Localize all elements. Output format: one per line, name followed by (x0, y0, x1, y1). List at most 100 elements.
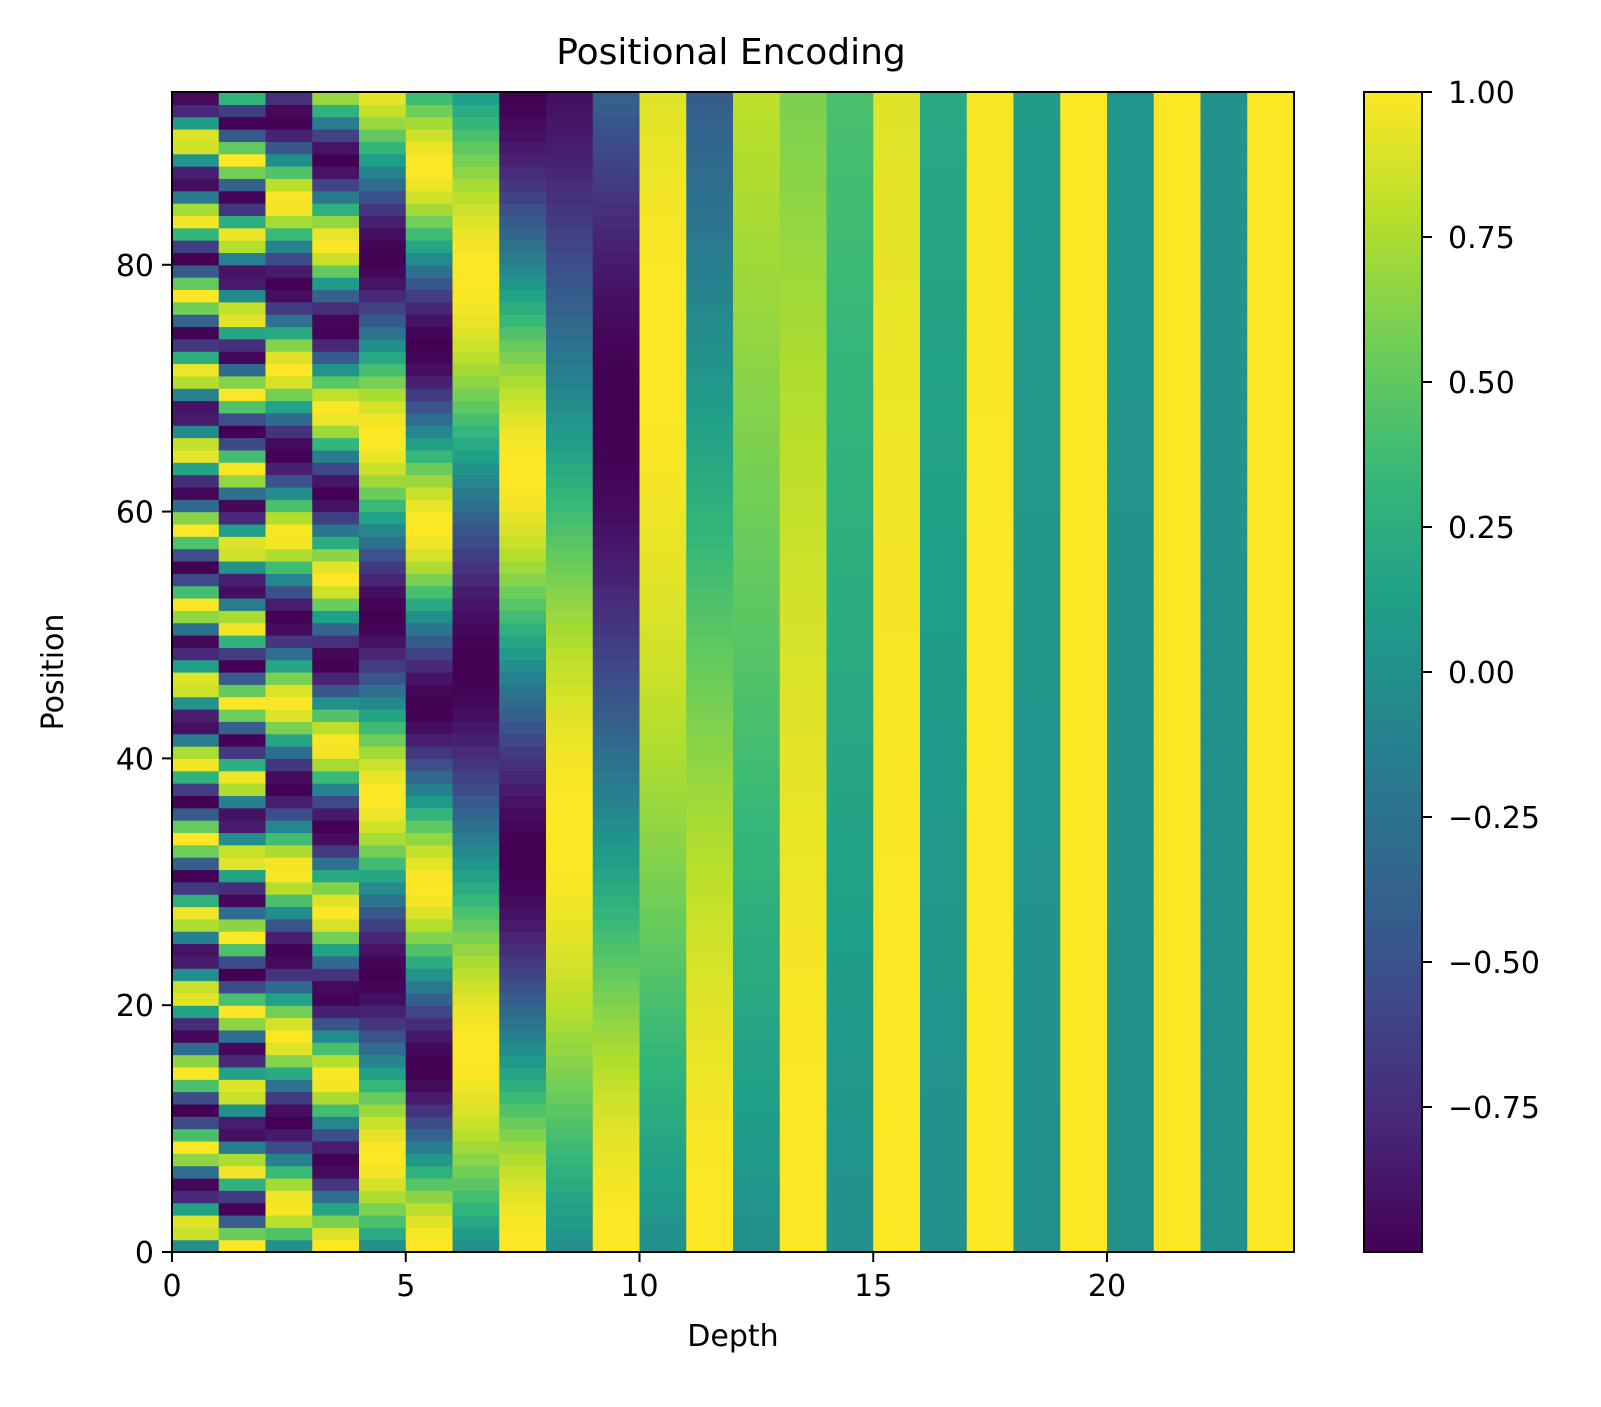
heatmap-cell (312, 610, 360, 624)
heatmap-cell (686, 894, 734, 908)
heatmap-cell (1200, 795, 1248, 809)
heatmap-cell (639, 363, 687, 377)
colorbar-band (1364, 150, 1422, 157)
heatmap-cell (452, 1054, 500, 1068)
heatmap-cell (1200, 338, 1248, 352)
heatmap-cell (172, 1177, 220, 1191)
heatmap-cell (359, 190, 407, 204)
heatmap-cell (779, 968, 828, 982)
heatmap-cell (312, 1239, 360, 1253)
colorbar-tick-label: −0.75 (1448, 1091, 1540, 1126)
heatmap-cell (686, 523, 734, 537)
heatmap-cell (1060, 980, 1108, 994)
heatmap-cell (920, 536, 968, 550)
heatmap-cell (265, 412, 313, 426)
heatmap-cell (312, 746, 360, 759)
colorbar-band (1364, 744, 1422, 750)
heatmap-cell (546, 536, 594, 550)
colorbar-band (1364, 826, 1422, 832)
heatmap-cell (1107, 672, 1155, 685)
heatmap-cell (1200, 820, 1248, 834)
heatmap-cell (452, 906, 500, 920)
heatmap-cell (592, 1042, 641, 1056)
heatmap-cell (826, 968, 874, 982)
heatmap-cell (499, 363, 547, 377)
heatmap-cell (966, 215, 1015, 229)
heatmap-cell (499, 523, 547, 537)
heatmap-cell (639, 560, 687, 574)
heatmap-cell (639, 881, 687, 895)
heatmap-cell (499, 980, 547, 994)
heatmap-cell (1013, 363, 1061, 377)
heatmap-cell (359, 721, 407, 735)
heatmap-cell (218, 277, 267, 291)
heatmap-cell (592, 622, 641, 636)
heatmap-cell (873, 721, 921, 735)
heatmap-cell (966, 1239, 1015, 1253)
heatmap-cell (733, 1165, 781, 1179)
heatmap-cell (172, 289, 220, 303)
heatmap-cell (452, 1202, 500, 1216)
heatmap-cell (779, 906, 828, 920)
heatmap-cell (686, 1005, 734, 1019)
colorbar-band (1364, 336, 1422, 343)
heatmap-cell (405, 153, 454, 167)
heatmap-cell (1107, 881, 1155, 895)
heatmap-cell (452, 301, 500, 315)
heatmap-cell (1060, 931, 1108, 945)
heatmap-cell (1200, 733, 1248, 747)
heatmap-cell (405, 1153, 454, 1167)
colorbar-band (1364, 1057, 1422, 1063)
heatmap-cell (1153, 832, 1202, 846)
heatmap-cell (265, 1227, 313, 1241)
heatmap-cell (1060, 1103, 1108, 1117)
heatmap-cell (920, 462, 968, 476)
heatmap-cell (1200, 1005, 1248, 1019)
heatmap-cell (1107, 1153, 1155, 1167)
heatmap-cell (1107, 1091, 1155, 1105)
heatmap-cell (452, 672, 500, 685)
heatmap-cell (1013, 1214, 1061, 1228)
heatmap-cell (499, 684, 547, 698)
heatmap-cell (733, 857, 781, 871)
heatmap-cell (639, 844, 687, 858)
heatmap-cell (686, 375, 734, 389)
heatmap-cell (826, 412, 874, 426)
heatmap-cell (452, 277, 500, 291)
heatmap-cell (172, 1103, 220, 1117)
heatmap-cell (966, 462, 1015, 476)
colorbar-band (1364, 812, 1422, 818)
y-tick-label: 80 (116, 249, 154, 284)
heatmap-cell (405, 894, 454, 908)
colorbar-band (1364, 585, 1422, 592)
heatmap-cell (1107, 857, 1155, 871)
colorbar-band (1364, 273, 1422, 279)
heatmap-cell (733, 1140, 781, 1154)
heatmap-cell (499, 178, 547, 192)
heatmap-cell (592, 1140, 641, 1154)
heatmap-cell (312, 363, 360, 377)
heatmap-cell (920, 857, 968, 871)
heatmap-cell (1247, 511, 1295, 525)
heatmap-cell (452, 252, 500, 266)
heatmap-cell (733, 647, 781, 661)
heatmap-cell (1247, 1227, 1295, 1241)
colorbar-band (1364, 286, 1422, 293)
heatmap-cell (966, 511, 1015, 525)
heatmap-cell (873, 338, 921, 352)
heatmap-cell (686, 166, 734, 179)
heatmap-cell (686, 252, 734, 266)
heatmap-cell (1107, 585, 1155, 599)
heatmap-cell (639, 672, 687, 685)
heatmap-cell (686, 289, 734, 303)
heatmap-cell (265, 647, 313, 661)
colorbar-band (1364, 187, 1422, 193)
heatmap-cell (733, 795, 781, 809)
heatmap-cell (779, 573, 828, 587)
heatmap-cell (1060, 672, 1108, 685)
heatmap-cell (1060, 1005, 1108, 1019)
heatmap-cell (312, 1140, 360, 1154)
heatmap-cell (779, 178, 828, 192)
heatmap-cell (873, 400, 921, 414)
colorbar-band (1364, 332, 1422, 338)
